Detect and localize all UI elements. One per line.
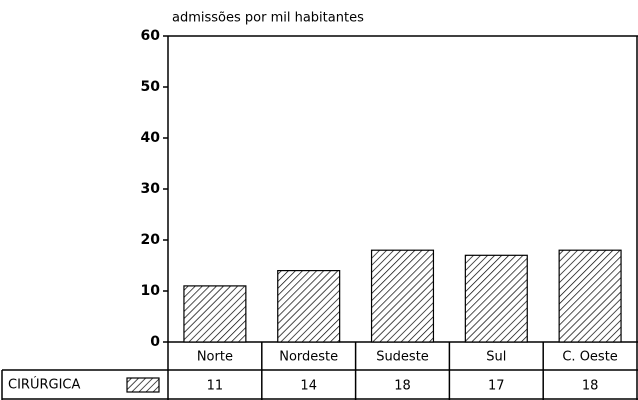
y-tick-label: 20	[141, 232, 161, 248]
y-tick-label: 30	[141, 181, 161, 197]
y-tick-label: 50	[141, 79, 161, 95]
table-value: 18	[582, 379, 599, 394]
table-value: 18	[394, 379, 411, 394]
y-tick-label: 10	[141, 283, 161, 299]
x-tick-label: Sudeste	[376, 350, 429, 365]
bar	[464, 254, 528, 343]
bar	[183, 285, 247, 343]
y-tick-label: 0	[150, 334, 160, 350]
legend-label: CIRÚRGICA	[8, 377, 80, 393]
x-tick-label: Norte	[197, 350, 233, 365]
x-tick-label: Nordeste	[279, 350, 338, 365]
table-value: 17	[488, 379, 505, 394]
x-tick-label: Sul	[486, 350, 506, 365]
y-tick-label: 60	[141, 28, 161, 44]
bar	[370, 249, 435, 343]
chart-title: admissões por mil habitantes	[172, 11, 364, 26]
bar	[277, 270, 341, 343]
x-tick-label: C. Oeste	[562, 350, 617, 365]
y-tick-label: 40	[141, 130, 161, 146]
table-value: 14	[300, 379, 317, 394]
legend-swatch	[126, 377, 160, 393]
bar	[558, 249, 622, 343]
table-value: 11	[207, 379, 224, 394]
